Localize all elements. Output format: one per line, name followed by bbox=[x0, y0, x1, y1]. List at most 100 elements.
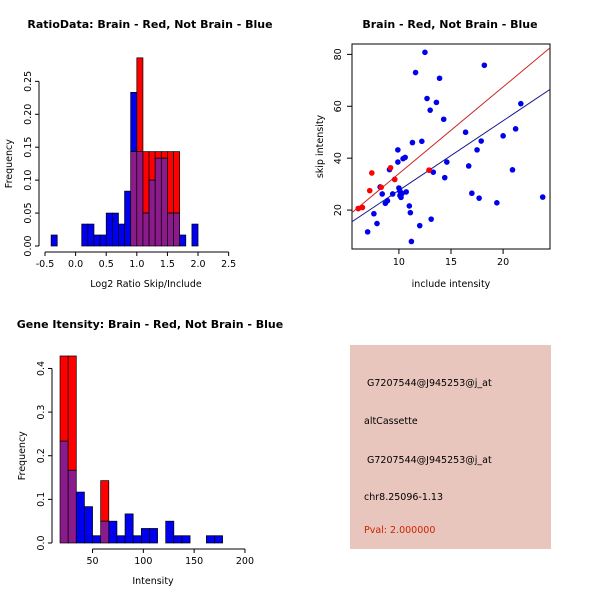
histogram-bar bbox=[75, 491, 85, 544]
x-axis-tick-label: 0.5 bbox=[99, 259, 114, 270]
y-axis-tick-label: 0.2 bbox=[36, 448, 47, 463]
histogram-bar bbox=[50, 234, 58, 247]
histogram-bar bbox=[214, 535, 223, 544]
histogram-bar bbox=[154, 151, 162, 159]
info-line-locus: chr8.25096-1.13 bbox=[364, 492, 444, 503]
histogram-bar bbox=[111, 212, 119, 247]
y-axis-tick-label: 0.0 bbox=[36, 535, 47, 550]
scatter-point bbox=[371, 210, 377, 217]
panel-info: G7207544@J945253@j_at altCassette G7207544… bbox=[300, 300, 600, 600]
scatter-point bbox=[444, 159, 450, 165]
x-axis-label: include intensity bbox=[412, 279, 491, 290]
x-axis-label: Log2 Ratio Skip/Include bbox=[90, 279, 202, 290]
histogram-bar bbox=[173, 535, 183, 544]
info-line-probe-id: G7207544@J945253@j_at bbox=[367, 455, 492, 466]
y-axis-label: Frequency bbox=[17, 431, 28, 480]
histogram-bar-overlap bbox=[154, 157, 162, 247]
scatter-point bbox=[428, 216, 434, 222]
scatter-point bbox=[384, 197, 391, 204]
histogram-bar bbox=[165, 520, 175, 544]
histogram-bar bbox=[130, 91, 138, 152]
histogram-bar bbox=[99, 234, 107, 247]
histogram-bar bbox=[160, 151, 168, 159]
scatter-point bbox=[478, 138, 485, 144]
scatter-point bbox=[364, 229, 371, 235]
scatter-point bbox=[379, 191, 386, 197]
scatter-point bbox=[436, 75, 443, 82]
x-axis-tick-label: 200 bbox=[236, 556, 254, 567]
panel-scatter-plot: Brain - Red, Not Brain - Blue 20 40 60 80 10… bbox=[300, 0, 600, 300]
histogram-bar-overlap bbox=[67, 469, 77, 544]
gene-histogram-title: Gene Itensity: Brain - Red, Not Brain - … bbox=[16, 318, 284, 331]
scatter-point bbox=[476, 195, 482, 201]
histogram-bars bbox=[50, 57, 199, 247]
scatter-point bbox=[474, 147, 480, 153]
y-axis-tick-label: 80 bbox=[333, 48, 344, 60]
histogram-bar-overlap bbox=[160, 157, 168, 247]
regression-line bbox=[352, 47, 550, 214]
scatter-point bbox=[426, 167, 432, 173]
y-axis-tick-label: 60 bbox=[333, 100, 344, 112]
histogram-bar bbox=[140, 528, 150, 544]
scatter-point bbox=[369, 170, 375, 176]
y-axis-tick-label: 0.00 bbox=[23, 235, 34, 256]
histogram-bar bbox=[124, 190, 132, 247]
y-axis-tick-label: 0.4 bbox=[36, 361, 47, 376]
panel-ratio-histogram: RatioData: Brain - Red, Not Brain - Blue… bbox=[0, 0, 300, 300]
scatter-point bbox=[402, 154, 408, 161]
scatter-point bbox=[359, 204, 366, 211]
scatter-point bbox=[378, 184, 384, 191]
histogram-bar bbox=[59, 355, 69, 442]
x-axis-tick-label: 100 bbox=[134, 556, 152, 567]
y-axis-tick-label: 0.20 bbox=[23, 104, 34, 125]
x-axis-tick-label: 10 bbox=[393, 257, 405, 268]
scatter-point bbox=[494, 200, 500, 206]
scatter-point bbox=[539, 194, 546, 200]
histogram-bar bbox=[191, 223, 199, 247]
axes: 0.0 0.1 0.2 0.3 0.4 50 100 150 200 Intensity Frequ… bbox=[17, 361, 254, 587]
scatter-point bbox=[469, 190, 475, 197]
histogram-bar-overlap bbox=[136, 151, 144, 247]
y-axis-tick-label: 0.3 bbox=[36, 405, 47, 420]
scatter-point bbox=[440, 116, 447, 123]
histogram-bar bbox=[149, 528, 158, 544]
info-line-event-type: altCassette bbox=[364, 416, 418, 427]
info-line-pvalue: Pval: 2.000000 bbox=[364, 525, 436, 536]
scatter-content bbox=[352, 47, 550, 245]
scatter-point bbox=[403, 189, 409, 195]
scatter-point bbox=[518, 100, 524, 107]
scatter-point bbox=[374, 220, 380, 227]
info-line-probe-id: G7207544@J945253@j_at bbox=[367, 378, 492, 389]
y-axis-tick-label: 20 bbox=[333, 204, 344, 216]
histogram-bar bbox=[87, 223, 95, 247]
histogram-bar bbox=[93, 234, 101, 247]
scatter-point bbox=[465, 163, 472, 169]
histogram-bar-overlap bbox=[59, 440, 69, 544]
scatter-point bbox=[389, 191, 396, 197]
scatter-plot: 20 40 60 80 10 15 20 include intensity skip inte… bbox=[315, 43, 551, 290]
histogram-bar-overlap bbox=[142, 212, 150, 247]
histogram-bar bbox=[105, 212, 113, 247]
x-axis-tick-label: 150 bbox=[185, 556, 203, 567]
histogram-bar bbox=[136, 57, 144, 152]
scatter-point bbox=[462, 129, 469, 136]
scatter-point bbox=[512, 126, 519, 132]
scatter-point bbox=[430, 169, 437, 175]
x-axis-tick-label: -0.5 bbox=[36, 259, 55, 270]
histogram-bar bbox=[142, 151, 150, 214]
axes: 0.00 0.05 0.10 0.15 0.20 0.25 -0.5 0.0 0.5 1.0 1.5… bbox=[4, 71, 236, 290]
scatter-point bbox=[408, 238, 415, 245]
histogram-bar bbox=[92, 535, 102, 544]
histogram-bar-overlap bbox=[173, 212, 181, 247]
x-axis-label: Intensity bbox=[132, 576, 174, 587]
x-axis-tick-label: 0.0 bbox=[68, 259, 83, 270]
y-axis-label: skip intensity bbox=[315, 114, 326, 178]
histogram-bar-overlap bbox=[167, 212, 174, 247]
histogram-bar-overlap bbox=[148, 179, 156, 247]
histogram-bar bbox=[132, 535, 142, 544]
histogram-bar bbox=[179, 234, 187, 247]
scatter-point bbox=[412, 69, 419, 76]
scatter-point bbox=[433, 99, 440, 106]
scatter-point bbox=[422, 49, 428, 56]
scatter-point bbox=[409, 139, 416, 146]
